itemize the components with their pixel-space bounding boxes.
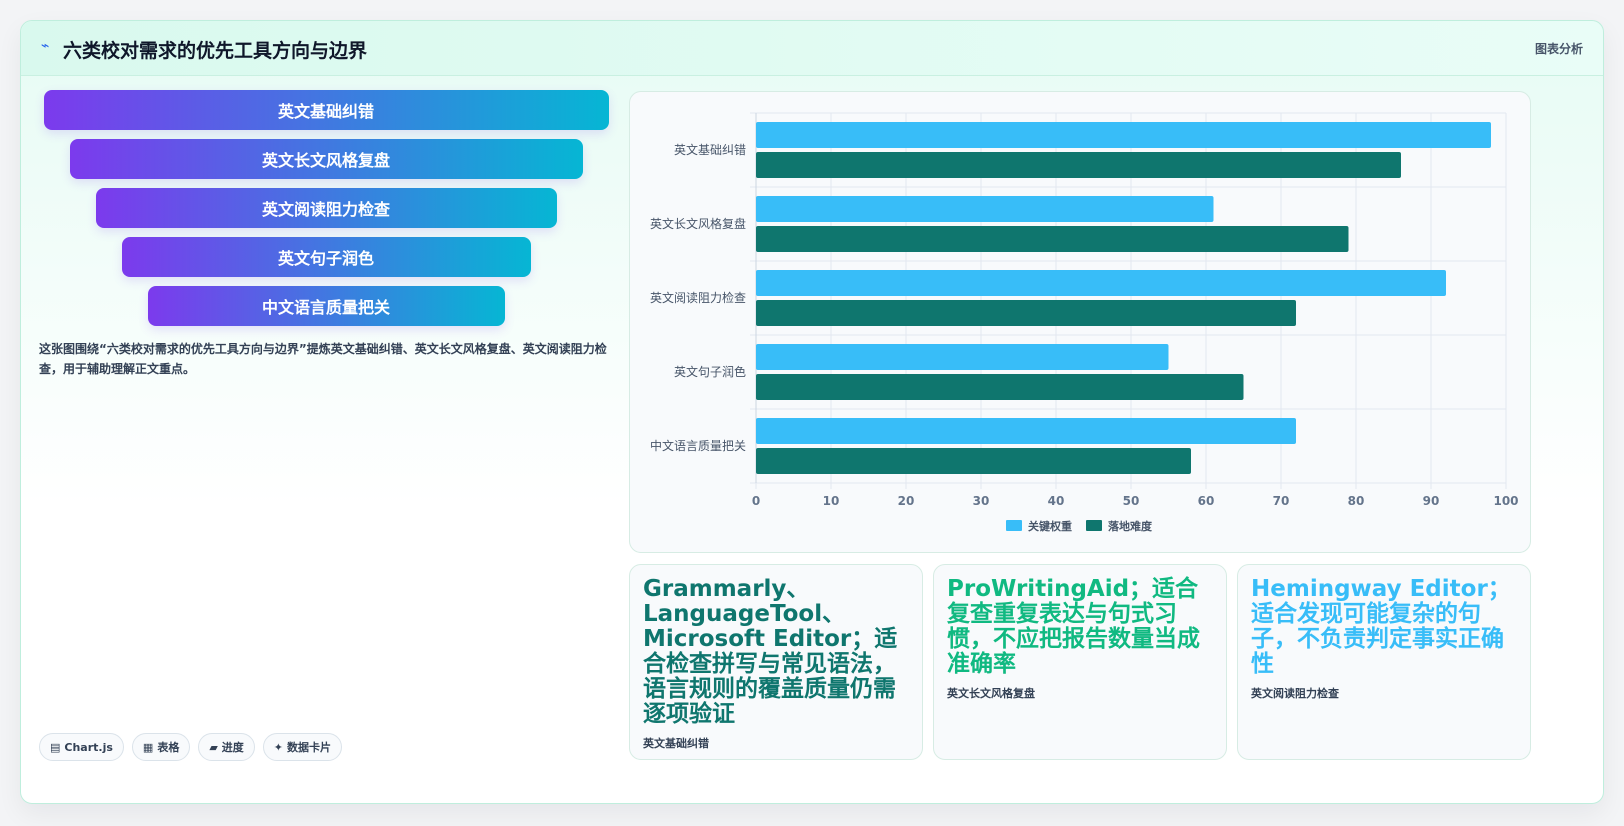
funnel-item[interactable]: 英文长文风格复盘: [69, 139, 583, 179]
y-tick-label: 英文长文风格复盘: [650, 216, 746, 231]
chart-panel: 0 10 20 30 40 50 60 70 80 90 100 英文基础纠错英文长文风格复盘 英文阅读…: [629, 91, 1531, 553]
x-tick-label: 90: [1423, 494, 1440, 508]
info-card-caption: 英文长文风格复盘: [947, 687, 1035, 700]
y-tick-label: 英文阅读阻力检查: [650, 290, 746, 305]
bar-difficulty: [756, 226, 1349, 252]
chip[interactable]: ▰ 进度: [198, 733, 255, 761]
chip[interactable]: ▦ 表格: [131, 733, 191, 761]
funnel-item[interactable]: 中文语言质量把关: [147, 286, 505, 326]
chart-icon: ▤: [50, 740, 61, 754]
x-tick-label: 80: [1348, 494, 1365, 508]
sparkle-icon: ⌁: [41, 38, 50, 54]
card-header: ⌁ 六类校对需求的优先工具方向与边界 图表分析: [21, 21, 1603, 76]
info-card-caption: 英文基础纠错: [643, 737, 709, 750]
bar-key-weight: [756, 270, 1446, 296]
chip-label: 进度: [221, 741, 244, 754]
info-card-caption: 英文阅读阻力检查: [1251, 687, 1339, 700]
chip[interactable]: ✦ 数据卡片: [262, 733, 343, 761]
page-title: 六类校对需求的优先工具方向与边界: [63, 40, 368, 62]
info-card: Hemingway Editor；适合发现可能复杂的句子，不负责判定事实正确性英…: [1237, 564, 1531, 760]
x-tick-label: 20: [898, 494, 915, 508]
bar-key-weight: [756, 418, 1296, 444]
legend-swatch: [1006, 520, 1022, 531]
chip-label: 表格: [157, 741, 180, 754]
chart-analysis-tag[interactable]: 图表分析: [1534, 42, 1583, 56]
chip-list: ▤ Chart.js ▦ 表格 ▰ 进度 ✦ 数据卡片: [39, 733, 343, 761]
bar-key-weight: [756, 122, 1491, 148]
info-card-text: Grammarly、LanguageTool、Microsoft Editor；…: [643, 576, 898, 727]
chip[interactable]: ▤ Chart.js: [39, 733, 124, 761]
chip-label: 数据卡片: [287, 741, 332, 754]
y-tick-label: 英文基础纠错: [674, 142, 746, 157]
y-tick-label: 英文句子润色: [674, 364, 746, 379]
info-card: Grammarly、LanguageTool、Microsoft Editor；…: [629, 564, 923, 760]
x-tick-label: 100: [1493, 494, 1518, 508]
funnel-item[interactable]: 英文阅读阻力检查: [95, 188, 557, 228]
bar-key-weight: [756, 344, 1169, 370]
main-card: ⌁ 六类校对需求的优先工具方向与边界 图表分析 英文基础纠错 英文长文风格复盘 英文…: [20, 20, 1604, 804]
legend-label: 关键权重: [1028, 519, 1072, 533]
description: 这张图围绕“六类校对需求的优先工具方向与边界”提炼英文基础纠错、英文长文风格复盘…: [39, 342, 607, 376]
info-card-text: Hemingway Editor；适合发现可能复杂的句子，不负责判定事实正确性: [1251, 576, 1511, 677]
bar-difficulty: [756, 448, 1191, 474]
funnel-item[interactable]: 英文句子润色: [121, 237, 531, 277]
bar-chart: 0 10 20 30 40 50 60 70 80 90 100 英文基础纠错英文长文风格复盘英文阅读…: [650, 112, 1519, 533]
legend-swatch: [1086, 520, 1102, 531]
sparkle-icon: ✦: [273, 740, 284, 754]
bar-difficulty: [756, 374, 1244, 400]
y-tick-label: 中文语言质量把关: [650, 438, 746, 453]
x-tick-label: 60: [1198, 494, 1215, 508]
bar-difficulty: [756, 152, 1401, 178]
chip-label: Chart.js: [64, 740, 113, 754]
x-tick-label: 0: [752, 494, 760, 508]
x-tick-label: 70: [1273, 494, 1290, 508]
funnel-item[interactable]: 英文基础纠错: [43, 90, 609, 130]
table-icon: ▦: [142, 740, 154, 754]
bar-key-weight: [756, 196, 1214, 222]
x-tick-label: 30: [973, 494, 990, 508]
progress-icon: ▰: [209, 740, 218, 754]
info-card-text: ProWritingAid；适合复查重复表达与句式习惯，不应把报告数量当成准确率: [947, 576, 1200, 677]
legend-label: 落地难度: [1108, 519, 1153, 533]
x-tick-label: 50: [1123, 494, 1140, 508]
info-card: ProWritingAid；适合复查重复表达与句式习惯，不应把报告数量当成准确率…: [933, 564, 1227, 760]
bar-difficulty: [756, 300, 1296, 326]
x-tick-label: 40: [1048, 494, 1065, 508]
x-tick-label: 10: [823, 494, 840, 508]
